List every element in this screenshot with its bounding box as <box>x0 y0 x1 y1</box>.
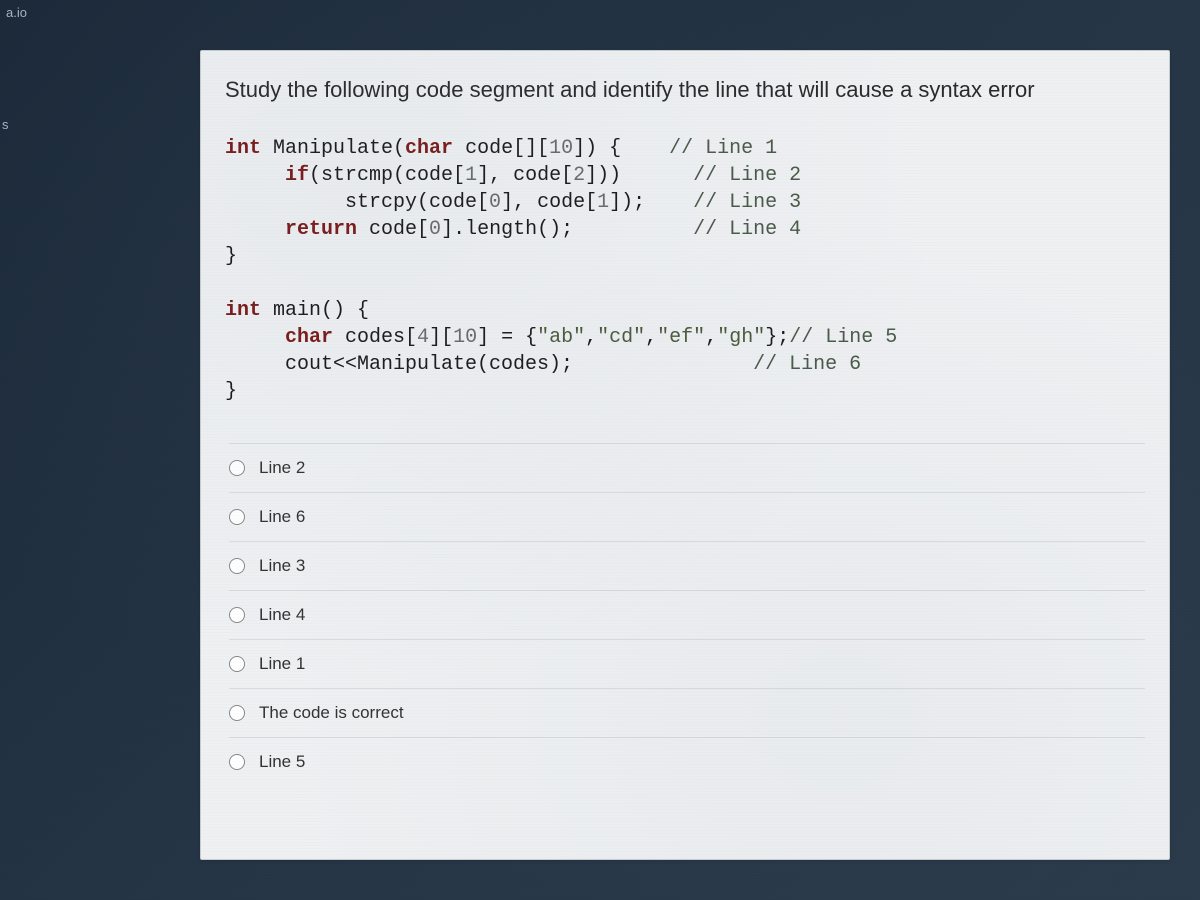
option-label: Line 2 <box>259 458 305 478</box>
radio-icon[interactable] <box>229 558 245 574</box>
radio-icon[interactable] <box>229 509 245 525</box>
code-block: int Manipulate(char code[][10]) { // Lin… <box>225 135 1145 405</box>
answer-option-opt-line2[interactable]: Line 2 <box>229 443 1145 492</box>
nav-fragment-side: s <box>0 115 11 134</box>
option-label: The code is correct <box>259 703 404 723</box>
radio-icon[interactable] <box>229 656 245 672</box>
answer-option-opt-line3[interactable]: Line 3 <box>229 541 1145 590</box>
answer-option-opt-line4[interactable]: Line 4 <box>229 590 1145 639</box>
option-label: Line 1 <box>259 654 305 674</box>
radio-icon[interactable] <box>229 754 245 770</box>
option-label: Line 3 <box>259 556 305 576</box>
question-panel: Study the following code segment and ide… <box>200 50 1170 860</box>
radio-icon[interactable] <box>229 607 245 623</box>
answer-option-opt-line1[interactable]: Line 1 <box>229 639 1145 688</box>
option-label: Line 4 <box>259 605 305 625</box>
option-label: Line 6 <box>259 507 305 527</box>
option-label: Line 5 <box>259 752 305 772</box>
answer-option-opt-correct[interactable]: The code is correct <box>229 688 1145 737</box>
answer-options: Line 2 Line 6 Line 3 Line 4 Line 1 The code i… <box>229 443 1145 786</box>
answer-option-opt-line5[interactable]: Line 5 <box>229 737 1145 786</box>
radio-icon[interactable] <box>229 705 245 721</box>
url-fragment-top: a.io <box>0 3 33 22</box>
answer-option-opt-line6[interactable]: Line 6 <box>229 492 1145 541</box>
question-prompt: Study the following code segment and ide… <box>225 73 1145 107</box>
radio-icon[interactable] <box>229 460 245 476</box>
